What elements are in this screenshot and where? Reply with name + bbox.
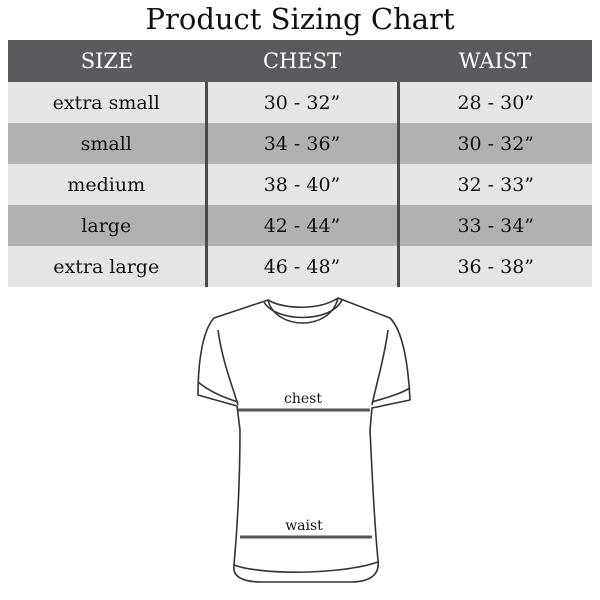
waist-label: waist	[285, 518, 323, 534]
chest-cell: 34 - 36”	[204, 123, 398, 164]
table-row: extra large 46 - 48” 36 - 38”	[8, 246, 592, 287]
table-row: medium 38 - 40” 32 - 33”	[8, 164, 592, 205]
waist-cell: 30 - 32”	[396, 123, 592, 164]
page-title: Product Sizing Chart	[145, 2, 455, 36]
header-chest: CHEST	[206, 40, 398, 82]
waist-cell: 28 - 30”	[396, 82, 592, 123]
size-cell: medium	[8, 164, 206, 205]
chest-cell: 42 - 44”	[204, 205, 398, 246]
sizing-table: SIZE CHEST WAIST extra small 30 - 32” 28 -…	[8, 40, 592, 287]
size-cell: extra small	[8, 82, 206, 123]
chest-cell: 38 - 40”	[204, 164, 398, 205]
waist-cell: 36 - 38”	[396, 246, 592, 287]
chest-cell: 30 - 32”	[204, 82, 398, 123]
waist-cell: 32 - 33”	[396, 164, 592, 205]
table-header: SIZE CHEST WAIST	[8, 40, 592, 82]
tshirt-outline	[197, 297, 411, 583]
size-cell: large	[8, 205, 206, 246]
header-size: SIZE	[8, 40, 206, 82]
table-row: large 42 - 44” 33 - 34”	[8, 205, 592, 246]
table-row: small 34 - 36” 30 - 32”	[8, 123, 592, 164]
size-cell: extra large	[8, 246, 206, 287]
size-cell: small	[8, 123, 206, 164]
chest-cell: 46 - 48”	[204, 246, 398, 287]
table-row: extra small 30 - 32” 28 - 30”	[8, 82, 592, 123]
chest-label: chest	[284, 391, 322, 407]
waist-cell: 33 - 34”	[396, 205, 592, 246]
header-waist: WAIST	[398, 40, 592, 82]
